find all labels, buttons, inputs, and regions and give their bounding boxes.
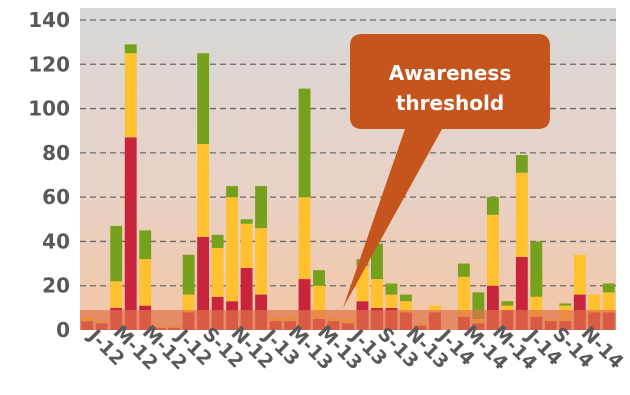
bar-segment-yellow <box>226 197 239 302</box>
bar-segment-yellow <box>428 305 441 313</box>
bar-segment-yellow <box>124 53 137 138</box>
bar-segment-green <box>226 186 239 198</box>
bar-segment-yellow <box>400 301 412 313</box>
bar-segment-green <box>240 219 253 224</box>
bar-segment-green <box>298 88 311 198</box>
bar-segment-green <box>472 292 485 319</box>
y-tick-label: 140 <box>28 8 70 32</box>
threshold-band <box>80 310 616 330</box>
callout-bubble <box>343 34 550 308</box>
bar-segment-red <box>515 256 528 330</box>
bar-segment-green <box>530 241 543 297</box>
y-tick-label: 60 <box>42 185 70 209</box>
bar-segment-green <box>139 230 152 260</box>
bar-segment-yellow <box>298 197 311 280</box>
bar-segment-yellow <box>211 248 224 297</box>
bar-segment-green <box>211 234 224 249</box>
bar-segment-green <box>124 44 137 54</box>
bar-segment-green <box>371 243 383 280</box>
bar-segment-red <box>486 285 499 330</box>
bar-segment-green <box>457 263 470 277</box>
bar-segment-green <box>559 303 572 306</box>
bar-segment-yellow <box>573 254 586 295</box>
bar-segment-yellow <box>457 276 470 317</box>
callout: Awareness threshold <box>343 34 550 308</box>
y-tick-label: 40 <box>42 229 70 253</box>
y-tick-label: 100 <box>28 97 70 121</box>
bar-segment-yellow <box>371 279 383 308</box>
bar-segment-green <box>255 186 268 229</box>
bar-segment-green <box>486 197 499 215</box>
y-tick-label: 120 <box>28 52 70 76</box>
bar-segment-green <box>385 283 398 295</box>
bar-segment-yellow <box>356 265 369 302</box>
bar-segment-green <box>110 225 123 282</box>
bar-segment-red <box>197 237 210 330</box>
bar-segment-yellow <box>240 223 253 268</box>
y-tick-label: 80 <box>42 141 70 165</box>
x-axis-tick-labels: J-12M-12M-12J-12S-12N-12J-13M-13M-13J-13… <box>82 321 627 374</box>
bar-segment-yellow <box>139 259 152 306</box>
bar-segment-green <box>515 155 528 173</box>
callout-text-line-1: Awareness <box>389 61 512 85</box>
bar-segment-yellow <box>182 294 195 313</box>
bar-segment-green <box>501 301 514 306</box>
bar-segment-green <box>313 270 325 286</box>
bar-segment-yellow <box>515 172 528 257</box>
bar-segment-yellow <box>255 228 268 295</box>
bar-segment-yellow <box>110 281 123 308</box>
bar-segment-yellow <box>602 292 615 313</box>
bar-segment-yellow <box>313 285 325 319</box>
y-axis-tick-labels: 0 20 40 60 80 100 120 140 <box>28 8 70 342</box>
y-tick-label: 0 <box>56 318 70 342</box>
bar-segment-yellow <box>501 305 514 311</box>
bar-segment-green <box>197 53 210 144</box>
bar-segment-red <box>298 279 311 330</box>
y-tick-label: 20 <box>42 274 70 298</box>
bar-segment-green <box>400 294 412 302</box>
bar-segment-yellow <box>588 294 601 313</box>
bar-segment-green <box>182 254 195 295</box>
bar-segment-red <box>240 268 253 330</box>
bar-segment-red <box>124 137 137 330</box>
callout-text-line-2: threshold <box>396 91 504 115</box>
bar-segment-yellow <box>486 214 499 286</box>
bar-segment-yellow <box>530 296 543 317</box>
bar-segment-yellow <box>197 144 210 237</box>
bar-segment-yellow <box>385 294 398 308</box>
bar-segment-green <box>602 283 615 293</box>
